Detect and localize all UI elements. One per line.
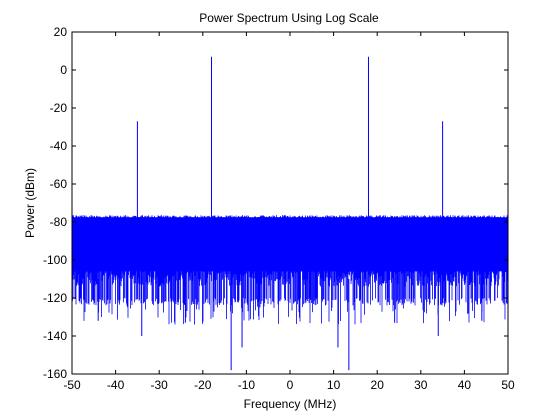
y-tick-label: -20 xyxy=(50,101,68,115)
noise-floor-trace xyxy=(72,215,508,371)
y-tick-label: -160 xyxy=(43,367,67,381)
x-tick-label: 0 xyxy=(287,378,294,392)
x-tick-label: 40 xyxy=(458,378,472,392)
y-tick-label: -120 xyxy=(43,291,67,305)
y-axis-ticks: -160 -140 -120 -100 -80 -60 -40 -20 0 20 xyxy=(43,25,508,381)
y-tick-label: -80 xyxy=(50,215,68,229)
plot-area xyxy=(71,31,509,375)
x-tick-label: -40 xyxy=(107,378,125,392)
x-tick-label: 50 xyxy=(501,378,515,392)
plot-background xyxy=(72,32,508,374)
x-tick-label: 10 xyxy=(327,378,341,392)
x-tick-label: 30 xyxy=(414,378,428,392)
x-tick-label: -30 xyxy=(151,378,169,392)
y-tick-label: 20 xyxy=(54,25,68,39)
x-tick-label: -20 xyxy=(194,378,212,392)
x-tick-label: 20 xyxy=(371,378,385,392)
x-tick-label: -50 xyxy=(63,378,81,392)
y-tick-label: -60 xyxy=(50,177,68,191)
x-axis-ticks: -50 -40 -30 -20 -10 0 10 20 30 40 50 xyxy=(63,32,515,392)
noise-floor-core xyxy=(72,217,508,272)
y-tick-label: -40 xyxy=(50,139,68,153)
y-tick-label: -140 xyxy=(43,329,67,343)
y-tick-label: -100 xyxy=(43,253,67,267)
y-tick-label: 0 xyxy=(60,63,67,77)
x-tick-label: -10 xyxy=(238,378,256,392)
peak-markers xyxy=(136,56,444,219)
x-axis-label: Frequency (MHz) xyxy=(244,397,337,411)
y-axis-label: Power (dBm) xyxy=(23,168,37,238)
chart-title: Power Spectrum Using Log Scale xyxy=(199,11,379,25)
